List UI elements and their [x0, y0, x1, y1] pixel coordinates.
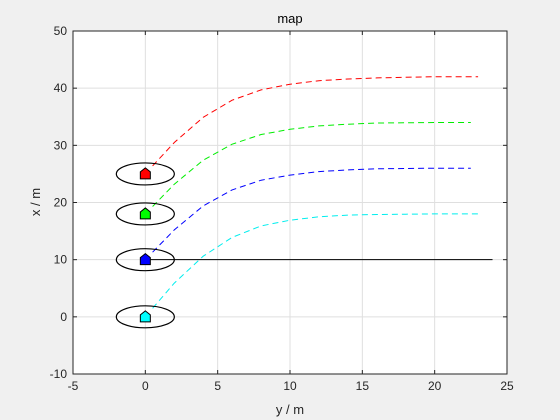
vehicle-icon [139, 207, 151, 220]
vehicle-icon [139, 253, 151, 266]
x-tick-label: 5 [214, 379, 221, 393]
chart-title: map [277, 11, 302, 26]
vehicle-ellipse [115, 305, 175, 329]
x-axis-label: y / m [276, 402, 304, 417]
x-tick-label: 25 [500, 379, 514, 393]
vehicle-ellipse [115, 202, 175, 226]
x-tick-label: 20 [428, 379, 442, 393]
y-tick-label: -10 [50, 367, 68, 381]
y-tick-label: 10 [54, 253, 68, 267]
x-tick-label: 0 [142, 379, 149, 393]
y-tick-label: 50 [54, 24, 68, 38]
x-tick-label: 15 [356, 379, 370, 393]
vehicle-2 [115, 248, 175, 272]
vehicle-3 [115, 305, 175, 329]
series-line-1 [152, 122, 471, 207]
vehicle-ellipse [115, 248, 175, 272]
series-line-0 [152, 76, 479, 167]
tick-labels: -5 0 5 10 15 20 25 -10 0 10 20 30 40 50 [50, 24, 514, 393]
vehicle-icon [139, 310, 151, 323]
series-line-3 [152, 213, 479, 309]
vehicle-icon [139, 167, 151, 180]
x-tick-label: -5 [68, 379, 79, 393]
y-tick-label: 0 [60, 310, 67, 324]
vehicle-1 [115, 202, 175, 226]
y-tick-label: 40 [54, 81, 68, 95]
axes [72, 30, 508, 375]
y-tick-label: 20 [54, 196, 68, 210]
series-line-2 [152, 167, 471, 253]
vehicle-0 [115, 162, 175, 186]
vehicle-ellipse [115, 162, 175, 186]
y-tick-label: 30 [54, 138, 68, 152]
x-tick-label: 10 [283, 379, 297, 393]
y-axis-label: x / m [28, 188, 43, 216]
vehicle-markers [115, 162, 175, 329]
trajectory-series [152, 76, 479, 309]
